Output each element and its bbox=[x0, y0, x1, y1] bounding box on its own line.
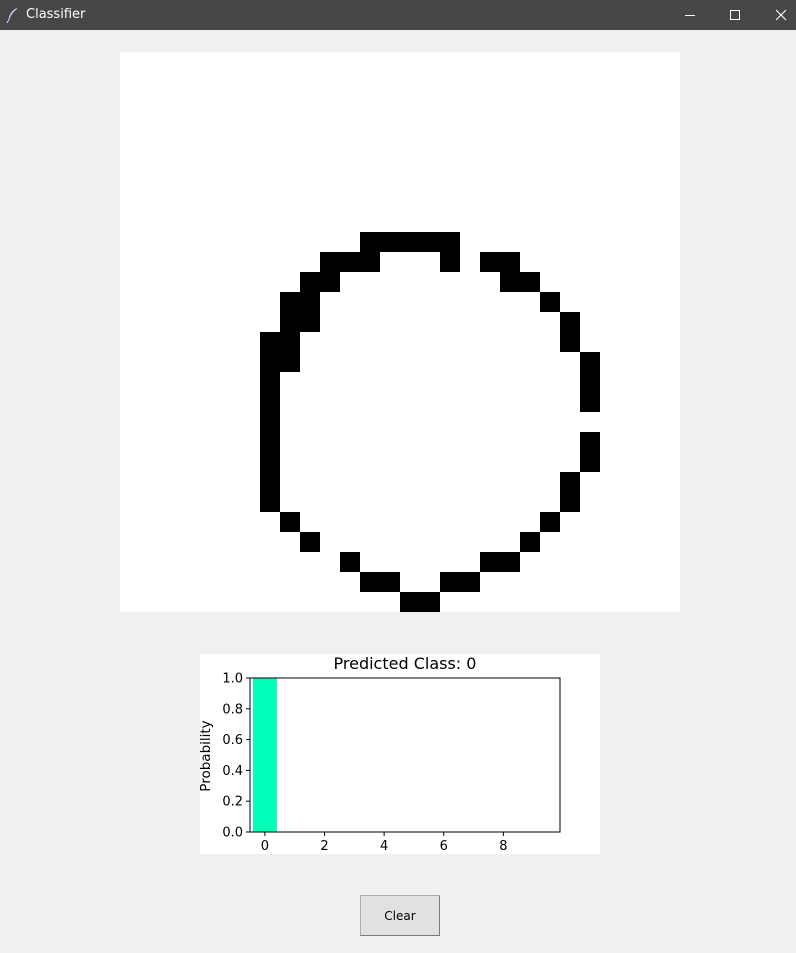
canvas-pixel bbox=[340, 552, 360, 572]
prediction-chart-svg: Predicted Class: 0 Probability 0.0 0.2 0.4… bbox=[200, 654, 561, 854]
y-tick-label: 0.6 bbox=[222, 733, 243, 748]
canvas-pixel bbox=[420, 232, 440, 252]
canvas-pixel bbox=[260, 412, 280, 432]
canvas-pixel bbox=[280, 352, 300, 372]
window-title: Classifier bbox=[26, 7, 86, 22]
canvas-pixel bbox=[340, 252, 360, 272]
canvas-pixel bbox=[380, 232, 400, 252]
canvas-pixel bbox=[440, 252, 460, 272]
canvas-pixel bbox=[260, 372, 280, 392]
canvas-pixel bbox=[500, 252, 520, 272]
close-button[interactable] bbox=[758, 0, 796, 30]
canvas-pixel bbox=[580, 392, 600, 412]
drawing-canvas[interactable] bbox=[120, 52, 680, 612]
canvas-pixel bbox=[300, 292, 320, 312]
canvas-pixel bbox=[580, 352, 600, 372]
maximize-icon bbox=[730, 10, 740, 20]
bar-class-0 bbox=[252, 678, 277, 832]
canvas-pixel bbox=[280, 292, 300, 312]
clear-button[interactable]: Clear bbox=[360, 895, 440, 936]
canvas-pixel bbox=[540, 512, 560, 532]
canvas-pixel bbox=[260, 452, 280, 472]
feather-icon bbox=[6, 8, 17, 23]
canvas-pixel bbox=[260, 432, 280, 452]
y-tick-label: 0.8 bbox=[222, 702, 243, 717]
canvas-pixel bbox=[560, 312, 580, 332]
canvas-pixel bbox=[480, 252, 500, 272]
canvas-pixel bbox=[560, 492, 580, 512]
canvas-pixel bbox=[580, 372, 600, 392]
canvas-pixel bbox=[380, 572, 400, 592]
canvas-pixel bbox=[260, 472, 280, 492]
canvas-pixel bbox=[260, 352, 280, 372]
x-tick-label: 6 bbox=[440, 839, 448, 854]
canvas-pixel bbox=[280, 332, 300, 352]
canvas-pixel bbox=[440, 572, 460, 592]
canvas-pixel bbox=[400, 592, 420, 612]
y-tick-label: 0.4 bbox=[222, 764, 243, 779]
canvas-pixel bbox=[540, 292, 560, 312]
canvas-pixel bbox=[320, 272, 340, 292]
canvas-pixel bbox=[360, 232, 380, 252]
y-axis-label: Probability bbox=[200, 720, 214, 791]
x-tick-label: 8 bbox=[499, 839, 507, 854]
canvas-pixel bbox=[500, 552, 520, 572]
title-bar: Classifier bbox=[0, 0, 796, 30]
y-tick-label: 0.0 bbox=[222, 826, 243, 841]
canvas-pixel bbox=[260, 392, 280, 412]
canvas-pixel bbox=[560, 332, 580, 352]
minimize-button[interactable] bbox=[667, 0, 713, 30]
canvas-pixel bbox=[280, 312, 300, 332]
canvas-pixel bbox=[580, 452, 600, 472]
canvas-pixel bbox=[360, 252, 380, 272]
canvas-pixel bbox=[560, 472, 580, 492]
drawing-canvas-surface[interactable] bbox=[120, 52, 680, 612]
y-tick-label: 0.2 bbox=[222, 795, 243, 810]
canvas-pixel bbox=[300, 532, 320, 552]
chart-title: Predicted Class: 0 bbox=[334, 654, 477, 673]
maximize-button[interactable] bbox=[712, 0, 758, 30]
canvas-pixel bbox=[280, 512, 300, 532]
canvas-pixel bbox=[440, 232, 460, 252]
canvas-pixel bbox=[300, 312, 320, 332]
x-tick-label: 4 bbox=[380, 839, 388, 854]
prediction-chart: Predicted Class: 0 Probability 0.0 0.2 0.4… bbox=[200, 654, 600, 854]
y-tick-label: 1.0 bbox=[222, 672, 243, 687]
canvas-pixel bbox=[580, 432, 600, 452]
canvas-pixel bbox=[260, 332, 280, 352]
axes-frame bbox=[249, 677, 561, 833]
canvas-pixel bbox=[360, 572, 380, 592]
canvas-pixel bbox=[320, 252, 340, 272]
canvas-pixel bbox=[400, 232, 420, 252]
canvas-pixel bbox=[520, 532, 540, 552]
close-icon bbox=[775, 9, 787, 21]
canvas-pixel bbox=[260, 492, 280, 512]
canvas-pixel bbox=[500, 272, 520, 292]
canvas-pixel bbox=[420, 592, 440, 612]
x-tick-label: 0 bbox=[261, 839, 269, 854]
canvas-pixel bbox=[460, 572, 480, 592]
canvas-pixel bbox=[520, 272, 540, 292]
canvas-pixel bbox=[300, 272, 320, 292]
canvas-pixel bbox=[480, 552, 500, 572]
x-tick-label: 2 bbox=[320, 839, 328, 854]
minimize-icon bbox=[685, 15, 695, 16]
